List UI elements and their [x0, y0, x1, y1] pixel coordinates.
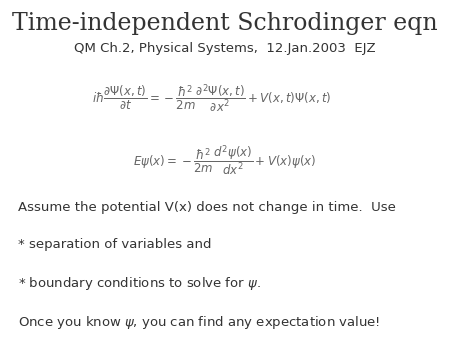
Text: $E\psi(x) = -\dfrac{\hbar^2}{2m}\dfrac{d^2\psi(x)}{dx^2}+V(x)\psi(x)$: $E\psi(x) = -\dfrac{\hbar^2}{2m}\dfrac{d…: [133, 144, 317, 178]
Text: * separation of variables and: * separation of variables and: [18, 238, 212, 251]
Text: $i\hbar\dfrac{\partial\Psi(x,t)}{\partial t} = -\dfrac{\hbar^2}{2m}\dfrac{\parti: $i\hbar\dfrac{\partial\Psi(x,t)}{\partia…: [92, 83, 331, 115]
Text: Once you know $\psi$, you can find any expectation value!: Once you know $\psi$, you can find any e…: [18, 314, 380, 331]
Text: * boundary conditions to solve for $\psi$.: * boundary conditions to solve for $\psi…: [18, 275, 261, 292]
Text: Assume the potential V(x) does not change in time.  Use: Assume the potential V(x) does not chang…: [18, 201, 396, 214]
Text: QM Ch.2, Physical Systems,  12.Jan.2003  EJZ: QM Ch.2, Physical Systems, 12.Jan.2003 E…: [74, 42, 376, 55]
Text: Time-independent Schrodinger eqn: Time-independent Schrodinger eqn: [12, 12, 438, 35]
